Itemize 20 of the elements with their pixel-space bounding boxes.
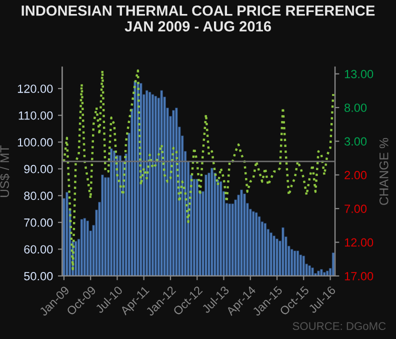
source-note: SOURCE: DGoMC [292,322,386,330]
y-tick-label: 120.00 [18,84,53,93]
y-tick-label: 110.00 [18,111,53,120]
y2-tick-label: 13.00 [344,70,374,78]
y-tick-label: 60.00 [24,245,53,254]
y2-tick-label: 8.00 [344,104,367,112]
y2-tick-label: 2.00 [344,170,367,180]
y-tick-label: 100.00 [18,138,53,146]
y2-axis-title: CHANGE % [379,138,388,205]
y-tick-label: 80.00 [24,192,53,200]
y2-tick-label: 7.00 [344,204,367,213]
y2-tick-label: 3.00 [344,137,367,146]
y-tick-label: 70.00 [24,218,53,227]
chart-title: INDONESIAN THERMAL COAL PRICE REFERENCE JAN 2009 - AUG 2016 [22,5,375,32]
y2-tick-label: 17.00 [344,272,374,280]
line-series [62,69,334,270]
y-tick-label: 90.00 [24,164,53,174]
y-tick-label: 50.00 [24,272,53,280]
y-axis-title: US$ / MT [0,145,10,197]
y2-tick-label: 12.00 [344,238,374,247]
